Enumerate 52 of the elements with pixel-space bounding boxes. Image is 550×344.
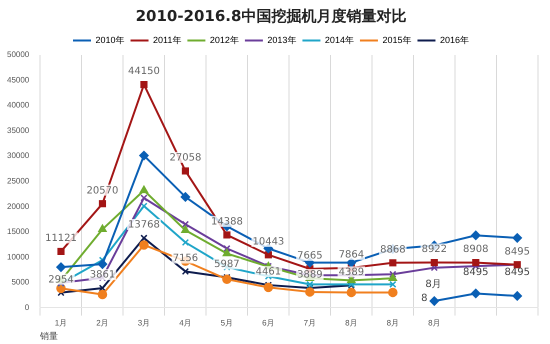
legend-label: 2015年 [382,34,412,45]
x-tick-label: 4月 [179,318,192,328]
data-label: 11121 [45,233,77,244]
legend-label: 2012年 [210,34,239,45]
x-tick-label: 2月 [96,318,109,328]
data-label: 27058 [170,152,202,164]
legend-label: 2011年 [153,34,182,45]
data-label: 3861 [90,270,116,281]
x-tick-label: 8月 [386,318,400,328]
annotation: 8495 [504,267,530,278]
annotation: 8 [421,293,428,304]
y-tick-label: 25000 [6,176,30,186]
data-label: 7156 [172,253,198,264]
y-tick-label: 0 [24,302,30,312]
data-label: 7665 [297,250,323,262]
x-tick-label: 3月 [138,318,150,328]
data-label: 44150 [128,66,160,78]
data-label: 4389 [338,267,364,278]
x-tick-label: 7月 [304,318,316,328]
data-label: 8922 [422,244,448,256]
data-label: 13768 [128,220,160,231]
legend-label: 2014年 [324,34,354,45]
annotation: 8495 [463,267,489,278]
y-tick-label: 15000 [6,227,30,236]
data-label: 4461 [256,266,282,278]
x-tick-label: 5月 [220,318,234,328]
x-axis-title: 销量 [39,331,58,342]
annotation: 8月 [425,279,442,290]
data-label: 8908 [463,244,489,256]
legend-label: 2010年 [96,34,125,45]
y-tick-label: 50000 [6,50,30,60]
x-tick-label: 6月 [262,318,275,328]
data-label: 14388 [211,216,243,228]
legend-label: 2016年 [440,34,469,45]
y-tick-label: 40000 [6,100,30,110]
data-label: 7864 [338,249,364,260]
y-tick-label: 30000 [6,151,30,160]
data-label: 8495 [504,246,530,258]
y-tick-label: 10000 [6,252,30,262]
data-label: 20570 [86,185,118,196]
y-tick-label: 35000 [6,126,30,135]
x-tick-label: 8月 [345,318,358,328]
y-tick-label: 20000 [6,202,30,211]
x-tick-label: 1月 [54,318,68,328]
data-label: 10443 [252,236,284,248]
legend-label: 2013年 [267,34,296,45]
y-tick-label: 45000 [6,75,30,84]
x-tick-label: 8月 [428,318,441,328]
data-label: 5987 [214,258,240,270]
data-label: 3889 [297,270,323,281]
y-tick-label: 5000 [11,278,30,287]
chart-title: 2010-2016.8中国挖掘机月度销量对比 [136,6,406,25]
